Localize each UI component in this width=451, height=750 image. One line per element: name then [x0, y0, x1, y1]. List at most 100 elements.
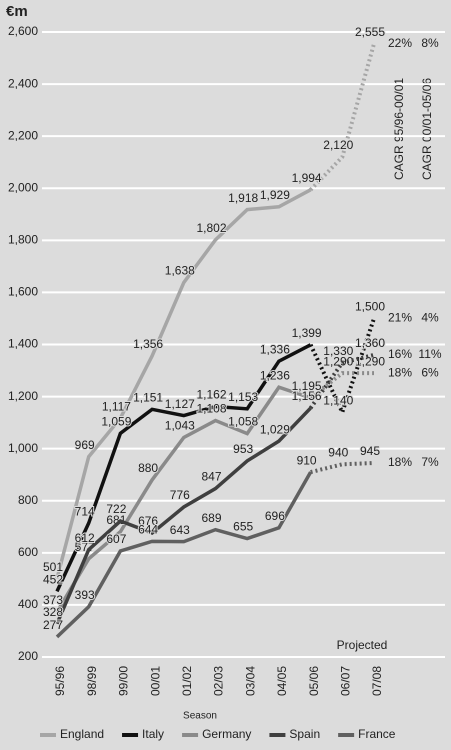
cagr-value: 18%: [388, 365, 412, 379]
data-label: 655: [233, 520, 253, 534]
data-label: 1,043: [165, 419, 195, 433]
data-label: 1,356: [133, 337, 163, 351]
data-label: 452: [43, 573, 63, 587]
x-tick-label: 04/05: [275, 666, 289, 696]
data-label: 714: [75, 504, 95, 518]
data-label: 1,151: [133, 391, 163, 405]
legend-label: England: [60, 727, 104, 741]
cagr-value: 22%: [388, 36, 412, 50]
data-label: 1,290: [355, 354, 385, 368]
data-label: 696: [265, 509, 285, 523]
y-tick-label: 400: [18, 597, 38, 611]
data-label: 1,330: [323, 344, 353, 358]
data-label: 1,108: [196, 402, 226, 416]
projected-label: Projected: [337, 638, 388, 652]
series-line: [55, 406, 312, 625]
data-label: 328: [43, 605, 63, 619]
data-label: 1,918: [228, 191, 258, 205]
x-tick-label: 03/04: [243, 666, 257, 696]
x-tick-label: 99/00: [117, 666, 131, 696]
data-label: 1,360: [355, 336, 385, 350]
cagr-header: CAGR 95/96-00/01: [392, 78, 406, 180]
data-label: 1,195: [292, 379, 322, 393]
data-label: 644: [138, 523, 158, 537]
data-label: 1,059: [101, 414, 131, 428]
x-tick-label: 95/96: [53, 666, 67, 696]
x-tick-label: 01/02: [180, 666, 194, 696]
legend-label: Germany: [202, 727, 251, 741]
legend-label: France: [358, 727, 396, 741]
legend-label: Italy: [142, 727, 164, 741]
cagr-value: 4%: [421, 311, 439, 325]
data-label: 643: [170, 523, 190, 537]
data-label: 722: [106, 502, 126, 516]
y-tick-label: 1,600: [8, 285, 38, 299]
data-label: 1,162: [196, 388, 226, 402]
projection-line: [309, 43, 376, 192]
data-label: 277: [43, 618, 63, 632]
data-label: 1,994: [292, 171, 322, 185]
y-tick-label: 2,400: [8, 76, 38, 90]
data-label: 1,029: [260, 422, 290, 436]
data-label: 1,336: [260, 342, 290, 356]
data-label: 393: [75, 588, 95, 602]
x-tick-label: 07/08: [370, 666, 384, 696]
y-tick-label: 1,400: [8, 337, 38, 351]
data-label: 373: [43, 593, 63, 607]
y-tick-label: 600: [18, 545, 38, 559]
data-label: 1,058: [228, 415, 258, 429]
data-label: 1,929: [260, 188, 290, 202]
y-tick-label: 200: [18, 649, 38, 663]
projection-line: [309, 371, 374, 400]
series-line: [55, 188, 312, 580]
data-label: 1,236: [260, 368, 290, 382]
cagr-value: 8%: [421, 36, 439, 50]
data-label: 1,399: [292, 326, 322, 340]
y-tick-label: 800: [18, 493, 38, 507]
y-tick-label: 1,200: [8, 389, 38, 403]
data-label: 969: [75, 438, 95, 452]
x-tick-label: 00/01: [148, 666, 162, 696]
projection-line: [308, 352, 375, 410]
cagr-value: 16%: [388, 347, 412, 361]
data-label: 847: [201, 470, 221, 484]
y-tick-label: 2,000: [8, 180, 38, 194]
cagr-value: 21%: [388, 311, 412, 325]
data-label: 940: [328, 445, 348, 459]
data-label: 776: [170, 488, 190, 502]
cagr-value: 18%: [388, 455, 412, 469]
data-label: 1,140: [323, 393, 353, 407]
data-label: 953: [233, 442, 253, 456]
data-label: 1,290: [323, 354, 353, 368]
x-tick-label: 98/99: [85, 666, 99, 696]
y-tick-label: 1,800: [8, 233, 38, 247]
data-label: 607: [106, 532, 126, 546]
cagr-value: 11%: [418, 347, 441, 361]
projection-line: [310, 460, 375, 475]
y-tick-label: 2,200: [8, 128, 38, 142]
data-label: 689: [201, 511, 221, 525]
data-label: 1,117: [102, 399, 131, 413]
data-label: 1,802: [196, 221, 226, 235]
cagr-value: 6%: [421, 365, 439, 379]
data-label: 501: [43, 560, 63, 574]
cagr-header: CAGR 00/01-05/06: [420, 78, 434, 180]
chart-title: €m: [6, 3, 28, 20]
data-label: 1,638: [165, 264, 195, 278]
data-label: 676: [138, 514, 158, 528]
data-label: 1,153: [228, 390, 258, 404]
data-label: 2,555: [355, 25, 385, 39]
y-tick-label: 1,000: [8, 441, 38, 455]
data-label: 1,156: [292, 389, 322, 403]
data-label: 1,127: [165, 397, 195, 411]
data-label: 612: [75, 531, 95, 545]
series-line: [55, 385, 312, 613]
x-tick-label: 02/03: [212, 666, 226, 696]
x-tick-label: 06/07: [338, 666, 352, 696]
data-label: 945: [360, 444, 380, 458]
series-line: [55, 343, 312, 593]
data-label: 681: [106, 513, 126, 527]
data-label: 880: [138, 461, 158, 475]
